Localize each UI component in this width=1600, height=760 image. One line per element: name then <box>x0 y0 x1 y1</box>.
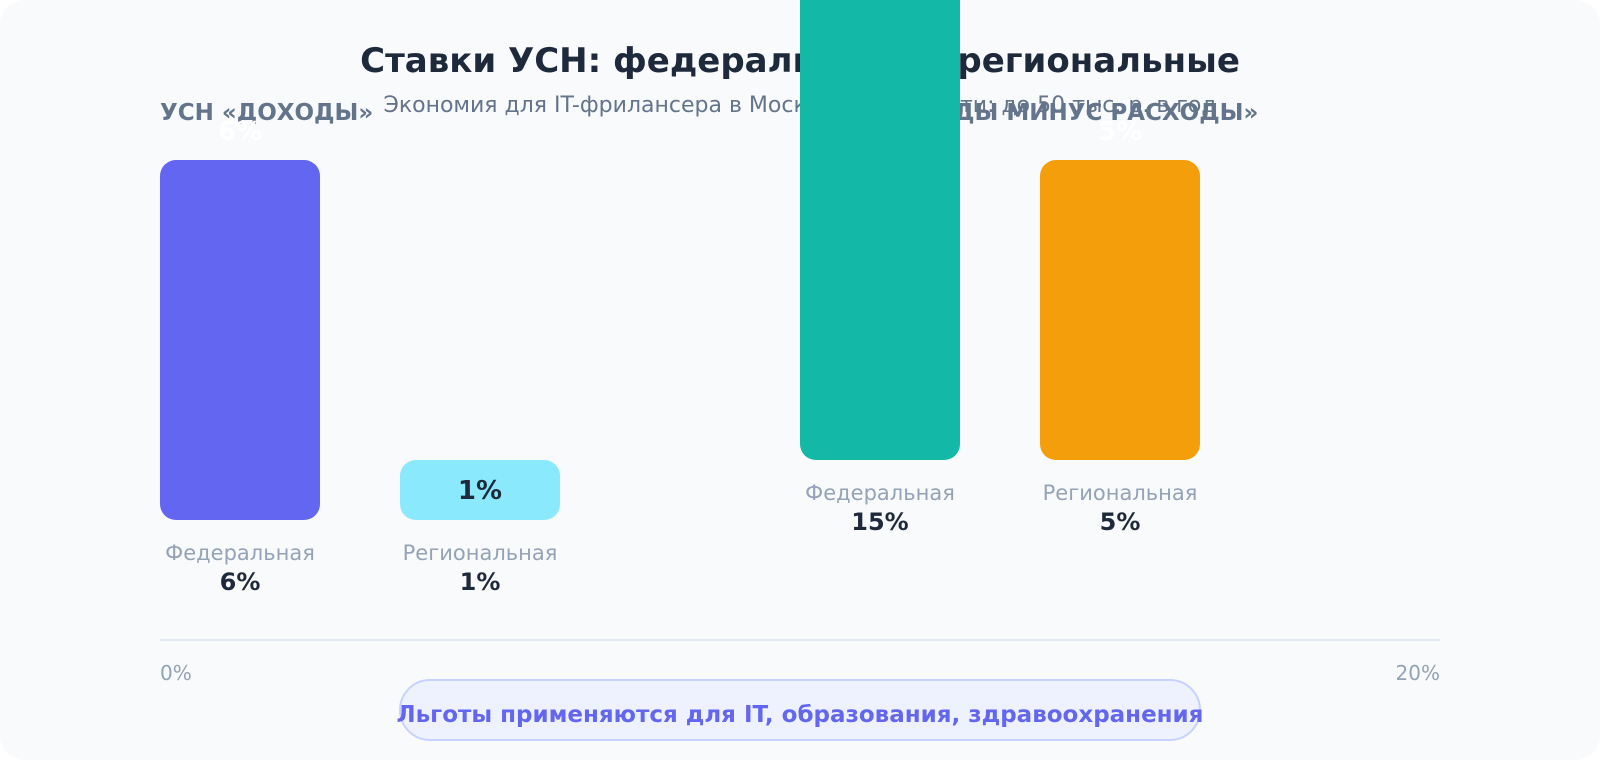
axis-min-label: 0% <box>160 661 192 685</box>
value-label-0-0: 6% <box>220 568 261 596</box>
bar-1-1 <box>1040 160 1200 460</box>
bar-0-0 <box>160 160 320 520</box>
category-label-1-1: Региональная <box>1043 481 1198 505</box>
footnote-text: Льготы применяются для IT, образования, … <box>397 702 1204 728</box>
bar-value-label-0-1: 1% <box>458 476 502 506</box>
bar-1-0 <box>800 0 960 460</box>
category-label-1-0: Федеральная <box>805 481 955 505</box>
value-label-1-0: 15% <box>851 508 908 536</box>
axis-max-label: 20% <box>1396 661 1440 685</box>
bar-value-label-1-1: 5% <box>1098 117 1142 147</box>
bar-0-1 <box>400 460 560 520</box>
footnote-box <box>399 679 1201 741</box>
category-label-0-1: Региональная <box>403 541 558 565</box>
group-label-income: УСН «ДОХОДЫ» <box>160 100 373 126</box>
category-label-0-0: Федеральная <box>165 541 315 565</box>
bar-value-label-0-0: 6% <box>218 117 262 147</box>
bars-layer: 6% Федеральная 6% 1% Региональная 1% 15% Федера… <box>160 0 1200 596</box>
value-label-0-1: 1% <box>460 568 501 596</box>
value-label-1-1: 5% <box>1100 508 1141 536</box>
